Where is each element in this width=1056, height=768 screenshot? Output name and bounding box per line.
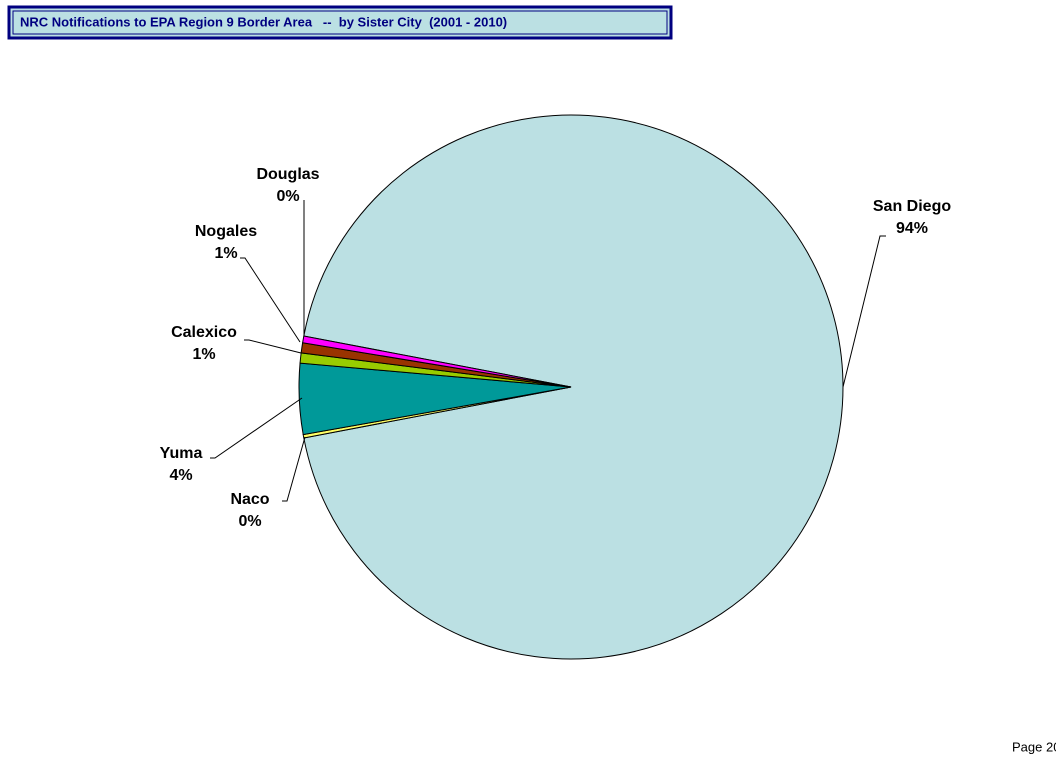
leader-line [240,257,301,343]
slice-value-label: 0% [276,188,299,205]
slice-value-label: 4% [169,467,192,484]
chart-title: NRC Notifications to EPA Region 9 Border… [20,14,507,29]
slice-value-label: 1% [192,346,215,363]
slice-label: Calexico [171,324,237,341]
pie [298,114,844,660]
slice-label: Nogales [195,223,257,240]
pie-slice [303,114,844,660]
title-box [7,5,673,40]
slice-value-label: 0% [238,513,261,530]
leader-line [282,436,306,502]
title-box-inner [12,10,668,35]
pie-slice [302,335,572,388]
leader-line [244,339,302,354]
page-number: Page 20 [1012,739,1056,754]
slice-value-label: 1% [214,245,237,262]
slice-label: Douglas [256,166,319,183]
slice-value-label: 94% [896,220,928,237]
slice-label: Naco [230,491,269,508]
slice-label: Yuma [160,445,203,462]
slice-label: San Diego [873,198,951,215]
leader-line [210,397,303,459]
leader-line [842,235,886,388]
